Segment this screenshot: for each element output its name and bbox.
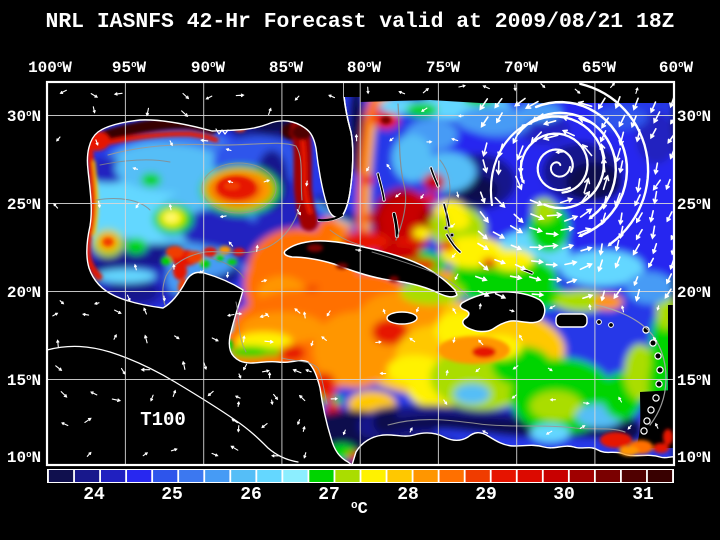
svg-text:100oW: 100oW — [28, 59, 72, 77]
svg-text:85oW: 85oW — [269, 59, 304, 77]
svg-text:oC: oC — [351, 500, 368, 519]
svg-text:28: 28 — [397, 485, 419, 505]
svg-text:29: 29 — [475, 485, 497, 505]
svg-text:70oW: 70oW — [504, 59, 539, 77]
svg-text:25: 25 — [161, 485, 183, 505]
svg-text:31: 31 — [632, 485, 654, 505]
svg-text:80oW: 80oW — [347, 59, 382, 77]
svg-text:15oN: 15oN — [7, 372, 41, 390]
svg-text:24: 24 — [83, 485, 105, 505]
svg-text:90oW: 90oW — [191, 59, 226, 77]
svg-text:65oW: 65oW — [582, 59, 617, 77]
svg-text:30oN: 30oN — [677, 108, 711, 126]
svg-text:T100: T100 — [140, 409, 186, 431]
svg-text:NRL IASNFS 42-Hr Forecast val: NRL IASNFS 42-Hr Forecast valid at 2009/… — [46, 10, 675, 34]
svg-text:30: 30 — [553, 485, 575, 505]
svg-text:60oW: 60oW — [659, 59, 694, 77]
svg-text:26: 26 — [240, 485, 262, 505]
svg-text:30oN: 30oN — [7, 108, 41, 126]
svg-text:10oN: 10oN — [677, 449, 711, 467]
svg-text:25oN: 25oN — [677, 196, 711, 214]
svg-text:27: 27 — [318, 485, 340, 505]
svg-text:20oN: 20oN — [7, 284, 41, 302]
svg-text:25oN: 25oN — [7, 196, 41, 214]
svg-text:10oN: 10oN — [7, 449, 41, 467]
svg-text:20oN: 20oN — [677, 284, 711, 302]
svg-text:15oN: 15oN — [677, 372, 711, 390]
svg-text:75oW: 75oW — [426, 59, 461, 77]
svg-text:95oW: 95oW — [112, 59, 147, 77]
